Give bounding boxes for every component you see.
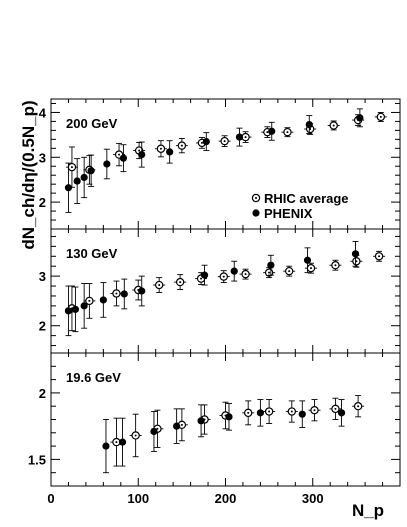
panel-2: 2 3 130 GeV: [39, 228, 401, 354]
data-point: [235, 127, 244, 147]
data-point: [150, 411, 158, 452]
data-point: [110, 280, 123, 307]
data-point: [298, 400, 306, 428]
panel-energy-label: 130 GeV: [66, 246, 118, 261]
data-point: [174, 274, 187, 290]
data-point: [285, 400, 298, 423]
data-point: [218, 135, 231, 147]
data-point: [351, 240, 360, 267]
panel-energy-label: 200 GeV: [66, 116, 118, 131]
y-tick-label: 2: [39, 195, 46, 210]
y-tick-label: 1.5: [28, 452, 46, 467]
data-point: [154, 140, 167, 158]
data-point: [239, 268, 252, 280]
data-point: [329, 259, 342, 271]
data-point: [73, 158, 81, 204]
data-point: [263, 399, 276, 424]
data-point: [80, 156, 88, 199]
data-point: [242, 400, 255, 426]
data-point: [118, 417, 127, 467]
data-point: [129, 413, 142, 458]
panels: 2 3 4 200 GeV 2 3 130 GeV 1.5 2 19.6 GeV 0 100 200 30…: [28, 98, 401, 506]
legend-marker-rhic: [251, 193, 261, 203]
series-phenix: [64, 108, 364, 213]
series-rhic-average: [110, 395, 365, 467]
y-tick-label: 3: [39, 269, 46, 284]
legend-label-rhic: RHIC average: [264, 191, 349, 206]
data-point: [329, 397, 342, 420]
data-point: [373, 250, 386, 262]
data-point: [87, 154, 95, 187]
data-point: [103, 148, 111, 180]
data-point: [337, 399, 346, 427]
data-point: [64, 162, 73, 213]
data-point: [71, 286, 80, 333]
y-tick-label: 2: [39, 319, 46, 334]
y-tick-label: 3: [39, 150, 46, 165]
y-axis-title: dN_ch/dη/(0.5N_p): [19, 100, 38, 249]
data-point: [120, 278, 128, 310]
data-point: [110, 417, 123, 467]
data-point: [153, 277, 166, 293]
data-point: [305, 262, 318, 274]
data-point: [166, 140, 174, 164]
data-point: [230, 260, 238, 282]
data-point: [305, 115, 313, 134]
data-point: [64, 285, 73, 337]
data-point: [197, 404, 205, 438]
panel-1: 2 3 4 200 GeV: [39, 98, 401, 230]
data-point: [308, 399, 321, 422]
data-point: [217, 270, 230, 284]
x-tick-label: 300: [302, 491, 324, 506]
data-point: [281, 127, 294, 138]
y-tick-label: 2: [39, 386, 46, 401]
data-point: [267, 254, 275, 276]
data-point: [263, 267, 276, 279]
x-tick-label: 200: [215, 491, 237, 506]
data-point: [99, 282, 107, 318]
panel-energy-label: 19.6 GeV: [66, 370, 121, 385]
data-point: [102, 419, 110, 474]
series-phenix: [102, 399, 346, 474]
data-point: [268, 121, 276, 141]
x-tick-label: 0: [47, 491, 54, 506]
data-point: [202, 132, 210, 152]
data-point: [200, 264, 209, 286]
data-point: [225, 403, 233, 431]
series-phenix: [64, 240, 360, 337]
panel-3: 1.5 2 19.6 GeV 0 100 200 300: [28, 352, 401, 506]
data-point: [173, 408, 181, 444]
data-point: [256, 399, 264, 427]
data-point: [119, 144, 128, 173]
data-point: [175, 137, 188, 154]
data-point: [327, 120, 340, 131]
data-point: [138, 141, 146, 168]
y-tick-label: 4: [39, 105, 47, 120]
data-point: [356, 108, 364, 128]
data-point: [283, 265, 296, 277]
data-point: [65, 146, 78, 188]
data-point: [374, 111, 387, 122]
data-point: [352, 395, 365, 418]
data-point: [138, 275, 146, 307]
series-rhic-average: [65, 250, 386, 332]
legend-marker-phenix: [252, 209, 260, 217]
legend-label-phenix: PHENIX: [264, 206, 313, 221]
legend: RHIC average PHENIX: [251, 191, 349, 221]
x-axis-title: N_p: [352, 501, 384, 520]
x-tick-label: 100: [127, 491, 149, 506]
data-point: [303, 247, 312, 274]
data-point: [80, 283, 88, 329]
data-point: [83, 283, 96, 319]
